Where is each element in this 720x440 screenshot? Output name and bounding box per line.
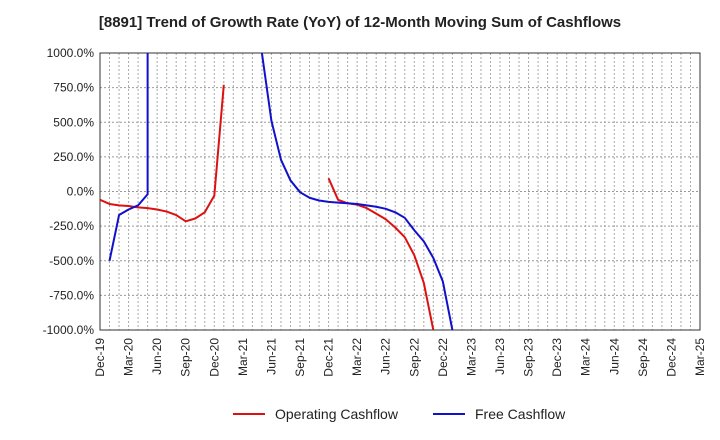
y-tick-label: -250.0% [49, 219, 94, 233]
legend-label-operating-cashflow: Operating Cashflow [275, 406, 399, 422]
y-tick-label: -500.0% [49, 254, 94, 268]
x-tick-label: Jun-20 [150, 338, 164, 375]
x-tick-label: Sep-22 [407, 338, 421, 377]
x-tick-label: Sep-24 [636, 338, 650, 377]
series-line-free-cashflow [260, 53, 454, 330]
x-tick-label: Sep-21 [293, 338, 307, 377]
x-tick-label: Dec-22 [436, 338, 450, 377]
x-tick-label: Jun-23 [493, 338, 507, 375]
y-tick-label: 0.0% [67, 185, 95, 199]
x-tick-label: Mar-24 [579, 338, 593, 376]
x-tick-label: Mar-22 [350, 338, 364, 376]
y-tick-label: 250.0% [53, 150, 94, 164]
x-tick-label: Jun-22 [379, 338, 393, 375]
x-tick-label: Mar-21 [236, 338, 250, 376]
x-tick-label: Dec-19 [93, 338, 107, 377]
y-tick-label: -750.0% [49, 288, 94, 302]
series-line-free-cashflow [108, 53, 149, 261]
y-tick-label: 500.0% [53, 115, 94, 129]
legend-label-free-cashflow: Free Cashflow [475, 406, 566, 422]
x-tick-label: Dec-21 [322, 338, 336, 377]
x-tick-label: Mar-20 [122, 338, 136, 376]
y-tick-label: -1000.0% [43, 323, 95, 337]
chart-title: [8891] Trend of Growth Rate (YoY) of 12-… [98, 14, 622, 31]
x-tick-label: Sep-23 [522, 338, 536, 377]
plot-frame [99, 52, 701, 331]
x-tick-label: Mar-25 [693, 338, 707, 376]
x-tick-label: Jun-21 [264, 338, 278, 375]
y-tick-label: 1000.0% [47, 46, 95, 60]
x-tick-label: Dec-20 [207, 338, 221, 377]
x-tick-label: Dec-24 [664, 338, 678, 377]
y-tick-label: 750.0% [53, 81, 94, 95]
x-tick-label: Sep-20 [179, 338, 193, 377]
x-tick-label: Dec-23 [550, 338, 564, 377]
x-tick-label: Mar-23 [464, 338, 478, 376]
x-tick-label: Jun-24 [607, 338, 621, 375]
series-line-operating-cashflow [100, 84, 225, 223]
